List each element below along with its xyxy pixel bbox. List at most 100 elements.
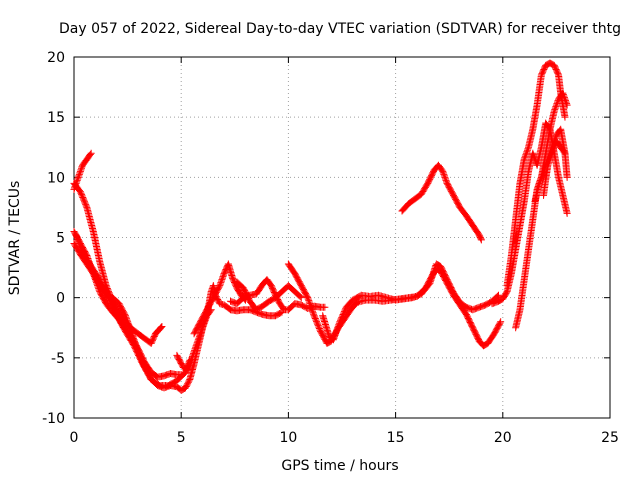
data-point (303, 292, 311, 300)
data-point (529, 149, 537, 157)
data-point (311, 315, 319, 323)
data-point (76, 167, 84, 175)
data-point (191, 345, 199, 353)
y-tick-label: 15 (47, 110, 65, 126)
x-tick-label: 25 (601, 430, 619, 446)
data-point (194, 336, 202, 344)
data-point (79, 193, 87, 201)
data-point (126, 324, 134, 332)
data-point (550, 107, 558, 115)
data-point (477, 236, 485, 244)
x-tick-label: 5 (177, 430, 186, 446)
data-point (77, 166, 85, 174)
y-tick-label: -5 (51, 351, 65, 367)
data-point (216, 280, 224, 288)
data-point (521, 152, 529, 160)
data-point (523, 148, 531, 156)
plot-area (70, 59, 571, 394)
data-point (194, 337, 202, 345)
data-point (187, 355, 195, 363)
data-point (412, 292, 420, 300)
data-point (305, 297, 313, 305)
y-tick-label: 10 (47, 170, 65, 186)
data-point (560, 92, 568, 100)
data-point (560, 94, 568, 102)
data-point (192, 342, 200, 350)
data-point (304, 294, 312, 302)
data-point (563, 100, 571, 108)
data-point (340, 309, 348, 317)
data-point (547, 154, 555, 162)
data-point (74, 173, 82, 181)
series-sat-i (233, 278, 305, 314)
x-axis-label: GPS time / hours (281, 458, 398, 474)
data-point (305, 298, 313, 306)
series-sat-m (488, 119, 571, 308)
data-point (78, 164, 86, 172)
data-point (553, 100, 561, 108)
data-point (196, 331, 204, 339)
data-point (441, 173, 449, 181)
data-point (441, 175, 449, 183)
data-point (331, 331, 339, 339)
data-point (440, 170, 448, 178)
data-point (535, 179, 543, 187)
data-point (86, 150, 94, 158)
data-point (81, 198, 89, 206)
data-point (121, 312, 129, 320)
data-point (184, 366, 192, 374)
data-point (309, 309, 317, 317)
data-point (550, 143, 558, 151)
y-tick-label: -10 (42, 411, 65, 427)
series-sat-l (398, 161, 485, 244)
data-point (185, 363, 193, 371)
data-point (340, 308, 348, 316)
data-point (522, 151, 530, 159)
data-point (296, 293, 304, 301)
data-point (123, 316, 131, 324)
data-point (551, 106, 559, 114)
data-point (339, 311, 347, 319)
data-point (321, 303, 329, 311)
data-point (185, 361, 193, 369)
data-point (314, 322, 322, 330)
data-point (439, 167, 447, 175)
data-point (550, 145, 558, 153)
data-point (193, 340, 201, 348)
data-point (188, 354, 196, 362)
data-point (548, 149, 556, 157)
data-point (414, 291, 422, 299)
data-point (563, 101, 571, 109)
data-point (334, 324, 342, 332)
data-point (554, 70, 562, 78)
data-point (560, 148, 568, 156)
data-point (330, 334, 338, 342)
data-point (220, 271, 228, 279)
data-point (195, 334, 203, 342)
data-point (310, 312, 318, 320)
data-point (337, 315, 345, 323)
series-sat-c (70, 227, 185, 381)
data-point (157, 323, 165, 331)
data-point (536, 176, 544, 184)
data-point (544, 160, 552, 168)
data-point (335, 321, 343, 329)
data-point (440, 172, 448, 180)
data-point (78, 191, 86, 199)
data-point (552, 101, 560, 109)
data-point (82, 201, 90, 209)
data-point (497, 318, 505, 326)
data-point (562, 98, 570, 106)
data-point (334, 322, 342, 330)
data-point (413, 292, 421, 300)
x-axis-ticks: 0 5 10 15 20 25 (70, 57, 619, 446)
data-point (312, 317, 320, 325)
data-point (193, 339, 201, 347)
data-point (341, 306, 349, 314)
data-point (121, 310, 129, 318)
data-point (184, 364, 192, 372)
data-point (477, 235, 485, 243)
y-tick-label: 20 (47, 50, 65, 66)
data-point (544, 161, 552, 169)
